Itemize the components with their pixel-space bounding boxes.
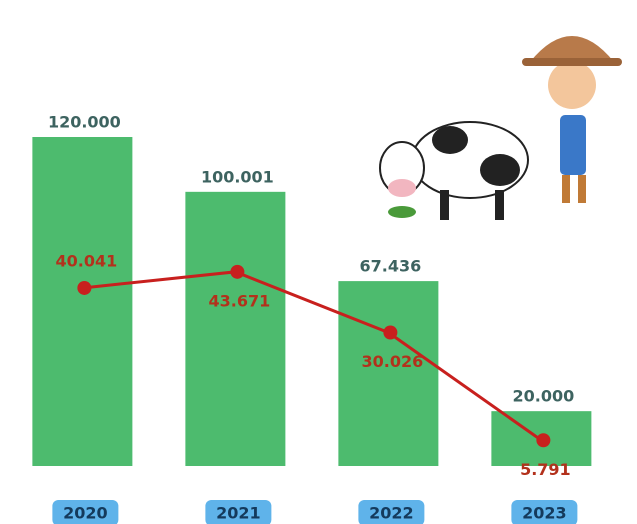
farmer-cow-illustration (380, 36, 622, 220)
x-tick-label: 2023 (522, 504, 567, 523)
line-point (230, 265, 244, 279)
line-point (536, 433, 550, 447)
line-value-label: 40.041 (56, 251, 118, 270)
bar-value-label: 120.000 (48, 113, 121, 132)
x-tick-label: 2020 (63, 504, 108, 523)
bar-value-label: 67.436 (360, 257, 422, 276)
x-tick-label: 2021 (216, 504, 261, 523)
bar-value-label: 20.000 (513, 387, 575, 406)
line-value-label: 5.791 (520, 460, 571, 479)
bar (185, 192, 285, 466)
bar (338, 281, 438, 466)
line-value-label: 30.026 (362, 352, 424, 371)
chart: 120.000 100.001 67.436 20.000 40.041 43.671 30… (0, 0, 637, 524)
bar (32, 137, 132, 466)
line-value-label: 43.671 (209, 291, 271, 310)
line-point (77, 281, 91, 295)
x-tick-label: 2022 (369, 504, 414, 523)
line-point (383, 326, 397, 340)
bar-value-label: 100.001 (201, 167, 274, 186)
line (82, 272, 541, 440)
